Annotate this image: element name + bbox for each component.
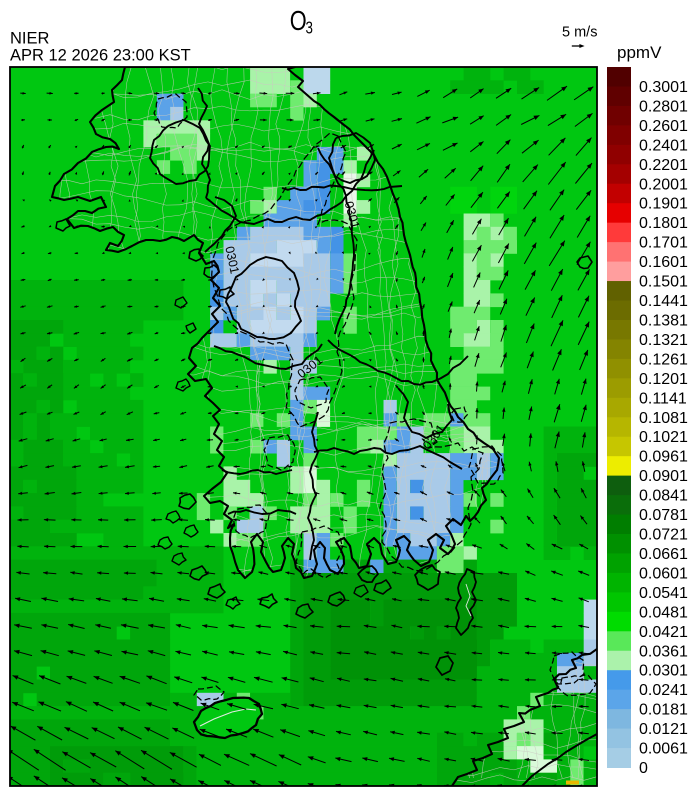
svg-text:0.1701: 0.1701 (639, 235, 688, 252)
svg-text:0.0541: 0.0541 (639, 585, 688, 602)
svg-text:0.1141: 0.1141 (639, 390, 687, 407)
svg-text:0.0481: 0.0481 (639, 604, 688, 621)
svg-text:0.1261: 0.1261 (639, 351, 688, 368)
svg-text:0.0061: 0.0061 (639, 741, 688, 758)
svg-text:ppmV: ppmV (617, 43, 662, 62)
svg-text:0.0901: 0.0901 (639, 468, 688, 485)
svg-text:0.0361: 0.0361 (639, 643, 688, 660)
svg-text:0.0121: 0.0121 (639, 721, 688, 738)
svg-text:0301: 0301 (342, 200, 363, 231)
svg-text:0.1601: 0.1601 (639, 254, 688, 271)
svg-text:0.0781: 0.0781 (639, 507, 688, 524)
svg-text:0.1441: 0.1441 (639, 293, 688, 310)
svg-text:0.1501: 0.1501 (639, 274, 688, 291)
svg-text:NIER: NIER (10, 30, 50, 48)
svg-text:0.1081: 0.1081 (639, 410, 688, 427)
svg-text:0.0241: 0.0241 (639, 682, 688, 699)
svg-text:APR 12 2026 23:00 KST: APR 12 2026 23:00 KST (10, 47, 191, 65)
svg-text:3: 3 (306, 19, 313, 38)
svg-text:0.0301: 0.0301 (639, 663, 688, 680)
svg-text:0.0421: 0.0421 (639, 624, 688, 641)
svg-text:0.1201: 0.1201 (639, 371, 688, 388)
svg-text:5 m/s: 5 m/s (562, 25, 597, 41)
svg-text:0.1801: 0.1801 (639, 215, 688, 232)
svg-text:0.0661: 0.0661 (639, 546, 688, 563)
svg-text:0.0841: 0.0841 (639, 488, 688, 505)
svg-text:O: O (290, 5, 307, 36)
svg-text:0.0181: 0.0181 (639, 702, 688, 719)
svg-text:0.1901: 0.1901 (639, 196, 688, 213)
svg-text:0.1321: 0.1321 (639, 332, 688, 349)
svg-text:0.3001: 0.3001 (639, 79, 688, 96)
svg-text:0.0601: 0.0601 (639, 565, 688, 582)
svg-text:0301: 0301 (222, 245, 241, 275)
svg-text:0.0721: 0.0721 (639, 527, 688, 544)
svg-text:0.1381: 0.1381 (639, 312, 688, 329)
svg-text:0: 0 (639, 760, 648, 777)
svg-text:0.2401: 0.2401 (639, 137, 688, 154)
svg-text:0.2601: 0.2601 (639, 118, 688, 135)
svg-text:0.0961: 0.0961 (639, 449, 688, 466)
svg-text:0.2001: 0.2001 (639, 176, 688, 193)
svg-text:0.2801: 0.2801 (639, 98, 688, 115)
svg-text:0.1021: 0.1021 (639, 429, 688, 446)
svg-text:0.2201: 0.2201 (639, 157, 688, 174)
